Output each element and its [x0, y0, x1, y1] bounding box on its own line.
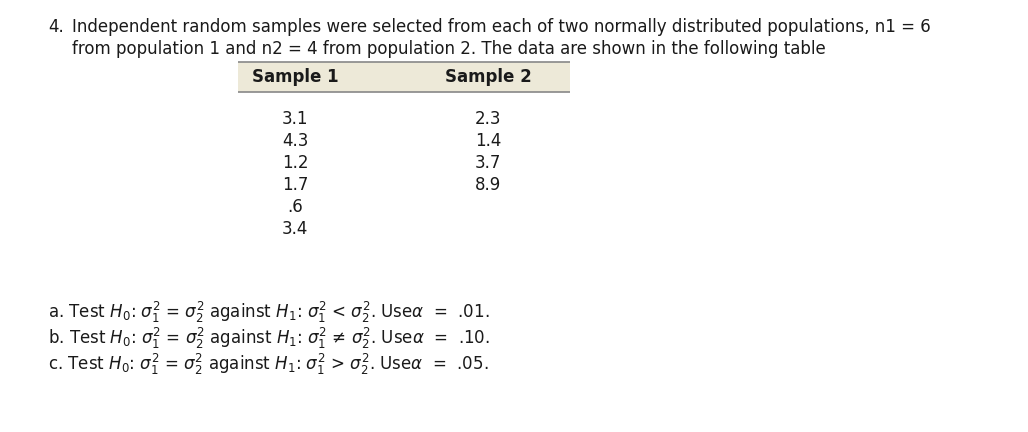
Text: b. Test $H_0$: $\sigma_1^2$ = $\sigma_2^2$ against $H_1$: $\sigma_1^2$ ≠ $\sigma: b. Test $H_0$: $\sigma_1^2$ = $\sigma_2^… — [48, 326, 490, 351]
Text: from population 1 and n2 = 4 from population 2. The data are shown in the follow: from population 1 and n2 = 4 from popula… — [72, 40, 825, 58]
Text: 3.4: 3.4 — [282, 220, 308, 238]
Text: 3.7: 3.7 — [475, 154, 502, 172]
Text: 1.7: 1.7 — [282, 176, 308, 194]
Text: 2.3: 2.3 — [475, 110, 502, 128]
Text: a. Test $H_0$: $\sigma_1^2$ = $\sigma_2^2$ against $H_1$: $\sigma_1^2$ < $\sigma: a. Test $H_0$: $\sigma_1^2$ = $\sigma_2^… — [48, 300, 489, 325]
Bar — [238, 62, 570, 92]
Text: c. Test $H_0$: $\sigma_1^2$ = $\sigma_2^2$ against $H_1$: $\sigma_1^2$ > $\sigma: c. Test $H_0$: $\sigma_1^2$ = $\sigma_2^… — [48, 352, 488, 377]
Text: 4.: 4. — [48, 18, 64, 36]
Text: 3.1: 3.1 — [282, 110, 308, 128]
Text: 1.2: 1.2 — [282, 154, 308, 172]
Text: 8.9: 8.9 — [475, 176, 501, 194]
Text: Independent random samples were selected from each of two normally distributed p: Independent random samples were selected… — [72, 18, 930, 36]
Text: Sample 2: Sample 2 — [445, 68, 531, 86]
Text: 1.4: 1.4 — [475, 132, 502, 150]
Text: .6: .6 — [287, 198, 303, 216]
Text: Sample 1: Sample 1 — [252, 68, 338, 86]
Text: 4.3: 4.3 — [282, 132, 308, 150]
